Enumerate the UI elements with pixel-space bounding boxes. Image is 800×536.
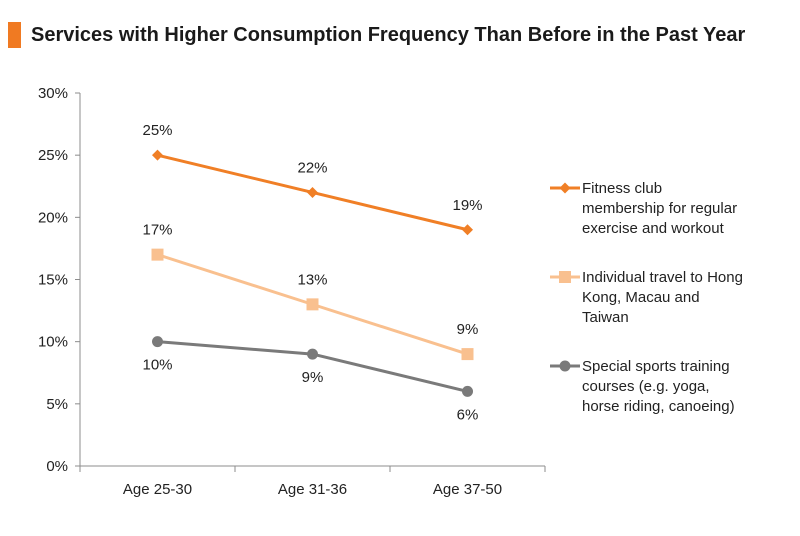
y-tick-label: 15% (38, 272, 68, 289)
y-tick-label: 5% (46, 396, 68, 413)
data-label: 13% (297, 271, 327, 288)
y-tick-label: 20% (38, 209, 68, 226)
legend-label: courses (e.g. yoga, (582, 378, 710, 395)
data-label: 17% (142, 222, 172, 239)
data-point-marker (461, 348, 474, 361)
x-tick-label: Age 31-36 (278, 481, 347, 498)
legend-label: Fitness club (582, 180, 662, 197)
y-tick-label: 10% (38, 334, 68, 351)
data-label: 22% (297, 159, 327, 176)
data-point-marker (307, 348, 318, 360)
data-label: 10% (142, 357, 172, 374)
y-tick-label: 0% (46, 458, 68, 475)
data-point-marker (152, 149, 163, 161)
data-point-marker (152, 336, 163, 348)
legend-label: horse riding, canoeing) (582, 398, 735, 415)
x-tick-label: Age 37-50 (433, 481, 502, 498)
y-tick-label: 30% (38, 85, 68, 102)
data-point-marker (151, 248, 164, 261)
data-label: 9% (457, 321, 479, 338)
legend-swatch-marker (559, 360, 571, 372)
chart-title: Services with Higher Consumption Frequen… (31, 23, 746, 46)
data-point-marker (306, 298, 319, 311)
data-label: 19% (452, 197, 482, 214)
data-point-marker (462, 224, 473, 236)
legend-label: Kong, Macau and (582, 289, 700, 306)
y-tick-label: 25% (38, 147, 68, 164)
data-label: 25% (142, 122, 172, 139)
legend-label: Special sports training (582, 358, 730, 375)
legend-label: membership for regular (582, 200, 737, 217)
data-point-marker (307, 186, 318, 198)
data-point-marker (462, 385, 473, 397)
legend-label: Individual travel to Hong (582, 269, 743, 286)
title-bar: Services with Higher Consumption Frequen… (8, 20, 745, 50)
legend-swatch-marker (559, 271, 571, 283)
legend-label: Taiwan (582, 309, 629, 326)
data-label: 6% (457, 406, 479, 423)
legend-swatch-marker (559, 182, 571, 194)
x-tick-label: Age 25-30 (123, 481, 192, 498)
legend-label: exercise and workout (582, 220, 725, 237)
data-label: 9% (302, 369, 324, 386)
title-accent-bar (8, 22, 21, 48)
